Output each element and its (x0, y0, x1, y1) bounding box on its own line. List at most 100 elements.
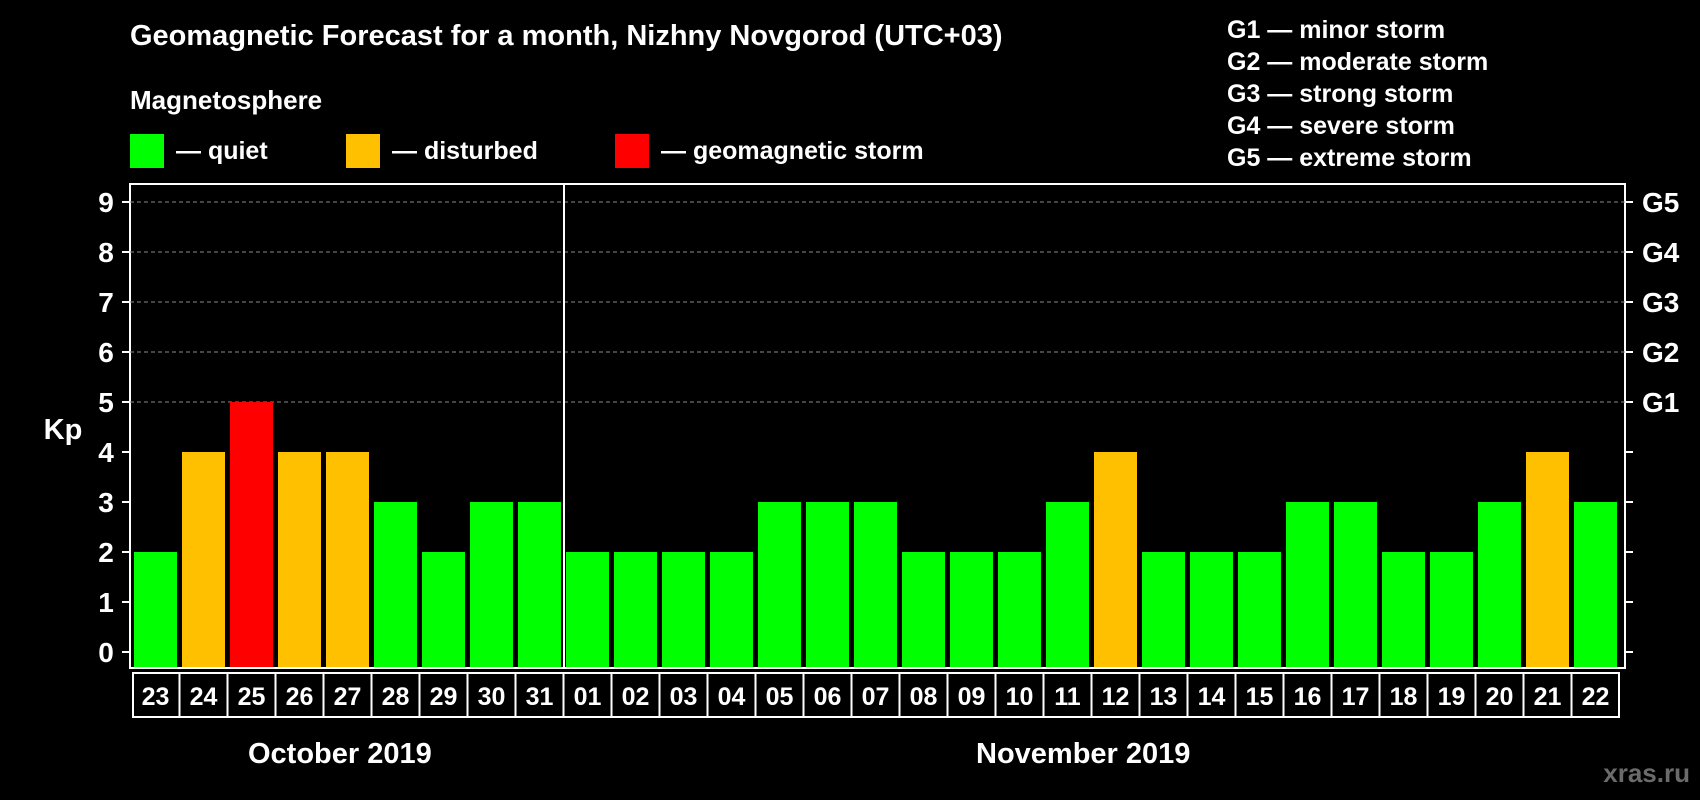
bar-day-07 (854, 502, 897, 667)
legend-label-quiet: — quiet (176, 136, 268, 165)
bar-day-15 (1238, 552, 1281, 667)
y-tick-label: 5 (98, 387, 114, 418)
disturbed-swatch (346, 134, 380, 168)
day-label: 04 (718, 683, 746, 711)
legend-label-storm: — geomagnetic storm (661, 136, 924, 165)
day-label: 05 (766, 683, 794, 711)
day-label: 17 (1342, 683, 1370, 711)
bar-day-18 (1382, 552, 1425, 667)
day-label: 01 (574, 683, 602, 711)
y-tick-label: 3 (98, 487, 114, 518)
day-label: 07 (862, 683, 890, 711)
bar-day-03 (662, 552, 705, 667)
bar-day-21 (1526, 452, 1569, 667)
storm-level-label: G1 (1642, 387, 1679, 418)
day-label: 08 (910, 683, 938, 711)
y-tick-label: 9 (98, 187, 114, 218)
day-label: 30 (478, 683, 506, 711)
bar-day-11 (1046, 502, 1089, 667)
y-tick-label: 1 (98, 587, 114, 618)
bar-day-25 (230, 402, 273, 667)
storm-scale-g2: G2 — moderate storm (1227, 48, 1489, 76)
storm-level-label: G5 (1642, 187, 1679, 218)
bar-day-29 (422, 552, 465, 667)
legend-item-quiet: — quiet (130, 134, 268, 168)
bar-day-04 (710, 552, 753, 667)
day-label: 10 (1006, 683, 1034, 711)
chart-title: Geomagnetic Forecast for a month, Nizhny… (130, 20, 1003, 52)
day-label: 22 (1582, 683, 1610, 711)
bar-day-19 (1430, 552, 1473, 667)
bar-day-24 (182, 452, 225, 667)
bar-day-06 (806, 502, 849, 667)
watermark: xras.ru (1603, 758, 1690, 788)
y-tick-label: 2 (98, 537, 114, 568)
day-label: 25 (238, 683, 266, 711)
day-label: 19 (1438, 683, 1466, 711)
plot-frame (129, 183, 1626, 669)
bar-day-12 (1094, 452, 1137, 667)
bar-day-30 (470, 502, 513, 667)
month-label-november: November 2019 (976, 738, 1191, 770)
month-label-october: October 2019 (248, 738, 432, 770)
day-label: 23 (142, 683, 170, 711)
y-axis-label: Kp (44, 414, 83, 446)
day-label: 31 (526, 683, 554, 711)
bar-day-17 (1334, 502, 1377, 667)
day-label: 14 (1198, 683, 1226, 711)
bar-day-26 (278, 452, 321, 667)
day-label: 16 (1294, 683, 1322, 711)
storm-level-label: G4 (1642, 237, 1680, 268)
legend-label-disturbed: — disturbed (392, 136, 538, 165)
bar-day-13 (1142, 552, 1185, 667)
day-label: 24 (190, 683, 218, 711)
storm-scale-g5: G5 — extreme storm (1227, 144, 1472, 172)
storm-scale-g3: G3 — strong storm (1227, 80, 1454, 108)
day-label: 11 (1054, 683, 1081, 711)
day-label: 12 (1102, 683, 1130, 711)
day-label: 03 (670, 683, 698, 711)
bar-day-28 (374, 502, 417, 667)
y-tick-label: 4 (98, 437, 114, 468)
y-tick-label: 6 (98, 337, 114, 368)
day-label: 29 (430, 683, 458, 711)
day-label-strip (132, 672, 1620, 718)
day-label: 21 (1534, 683, 1562, 711)
legend-item-storm: — geomagnetic storm (615, 134, 924, 168)
day-label: 26 (286, 683, 314, 711)
bar-day-09 (950, 552, 993, 667)
day-label: 27 (334, 683, 362, 711)
storm-level-label: G2 (1642, 337, 1679, 368)
storm-scale-g4: G4 — severe storm (1227, 112, 1455, 140)
bar-day-16 (1286, 502, 1329, 667)
storm-scale-legend: G1 — minor storm G2 — moderate storm G3 … (1227, 14, 1488, 174)
bar-day-05 (758, 502, 801, 667)
bar-day-22 (1574, 502, 1617, 667)
day-label: 18 (1390, 683, 1418, 711)
day-label: 28 (382, 683, 410, 711)
bar-day-08 (902, 552, 945, 667)
bar-day-01 (566, 552, 609, 667)
quiet-swatch (130, 134, 164, 168)
storm-level-label: G3 (1642, 287, 1679, 318)
bar-day-31 (518, 502, 561, 667)
day-label: 02 (622, 683, 650, 711)
legend-heading: Magnetosphere (130, 85, 323, 115)
day-label: 09 (958, 683, 986, 711)
bar-day-14 (1190, 552, 1233, 667)
storm-swatch (615, 134, 649, 168)
y-tick-label: 8 (98, 237, 114, 268)
day-label: 20 (1486, 683, 1514, 711)
legend-item-disturbed: — disturbed (346, 134, 538, 168)
bar-day-02 (614, 552, 657, 667)
day-label: 06 (814, 683, 842, 711)
y-tick-label: 0 (98, 637, 114, 668)
storm-scale-g1: G1 — minor storm (1227, 16, 1446, 44)
day-label: 15 (1246, 683, 1274, 711)
bar-day-10 (998, 552, 1041, 667)
bar-day-20 (1478, 502, 1521, 667)
y-tick-label: 7 (98, 287, 114, 318)
day-label: 13 (1150, 683, 1178, 711)
bar-day-27 (326, 452, 369, 667)
